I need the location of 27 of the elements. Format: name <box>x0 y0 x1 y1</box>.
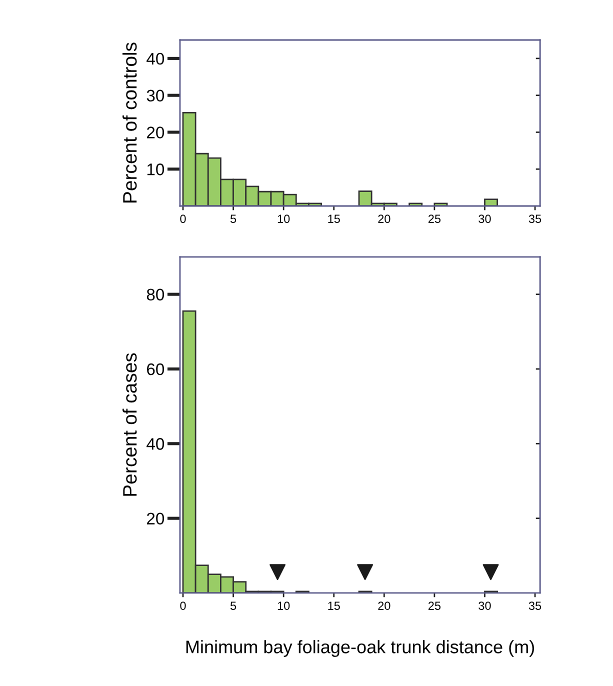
y-tick-label: 40 <box>146 438 164 450</box>
x-tick-label: 0 <box>180 214 186 224</box>
y-axis-title: Percent of controls <box>122 42 137 202</box>
x-tick-label: 5 <box>230 602 236 610</box>
y-tick-label: 10 <box>147 164 164 176</box>
x-tick-label: 35 <box>528 214 542 224</box>
x-axis-title: Minimum bay foliage-oak trunk distance (m) <box>186 640 534 657</box>
y-tick-label: 30 <box>146 90 164 102</box>
y-tick-label: 20 <box>147 512 164 525</box>
x-tick-label: 10 <box>278 214 290 224</box>
x-tick-label: 25 <box>428 214 441 224</box>
x-tick-label: 30 <box>478 214 491 224</box>
x-tick-label: 20 <box>378 602 390 610</box>
x-tick-label: 0 <box>180 602 186 610</box>
y-tick-label: 80 <box>146 288 164 301</box>
y-axis-title: Percent of cases <box>122 353 137 496</box>
x-tick-label: 25 <box>428 602 441 610</box>
x-tick-label: 15 <box>328 214 340 224</box>
x-tick-label: 35 <box>528 602 542 610</box>
x-tick-label: 20 <box>378 214 390 224</box>
y-tick-label: 20 <box>147 126 164 138</box>
y-tick-label: 60 <box>147 363 164 376</box>
y-tick-label: 40 <box>146 52 164 65</box>
x-tick-label: 30 <box>478 602 491 610</box>
x-tick-label: 5 <box>230 214 236 224</box>
x-tick-label: 15 <box>328 602 340 610</box>
x-tick-label: 10 <box>278 602 290 610</box>
